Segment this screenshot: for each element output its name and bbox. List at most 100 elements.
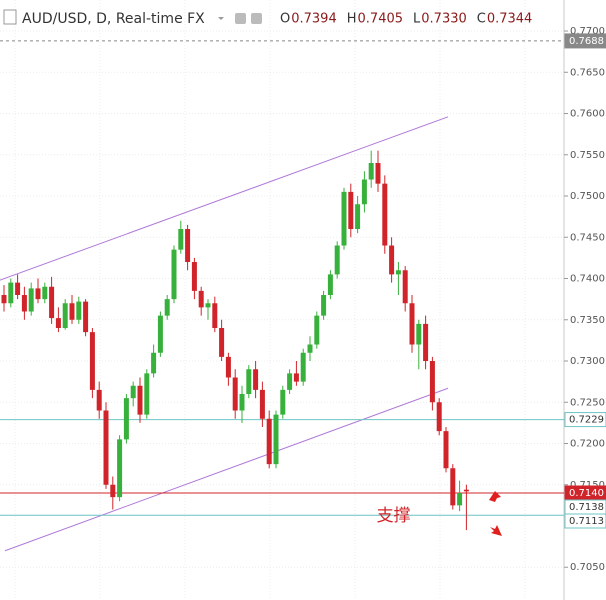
candle-body: [314, 315, 320, 345]
candle-body: [8, 282, 14, 304]
candle-body: [96, 389, 102, 411]
candle-body: [327, 274, 333, 296]
candle-body: [28, 288, 34, 312]
candle-body: [321, 295, 327, 316]
y-tick-label: 0.7650: [570, 67, 605, 78]
candle-body: [443, 431, 449, 469]
candle-body: [89, 332, 95, 390]
candle-body: [341, 191, 347, 246]
candle-body: [361, 179, 367, 205]
annotations: 支撑: [377, 491, 502, 536]
candle-body: [416, 323, 422, 345]
candle-body: [55, 318, 61, 329]
candle-body: [42, 286, 48, 300]
y-tick-label: 0.7500: [570, 191, 605, 202]
y-tick-label: 0.7400: [570, 274, 605, 285]
annotation: 支撑: [377, 506, 411, 526]
settings-icon[interactable]: [251, 13, 262, 24]
trendline: [4, 387, 449, 552]
candle-body: [157, 315, 163, 353]
ohlc-key: O: [280, 12, 290, 27]
candle-body: [49, 286, 55, 319]
candle-body: [307, 344, 313, 353]
y-tick-label: 0.7250: [570, 397, 605, 408]
y-tick-label: 0.7700: [570, 26, 605, 37]
arrow-down: [490, 525, 502, 536]
ohlc-key: H: [347, 12, 357, 27]
candle-body: [355, 204, 361, 230]
candle-body: [164, 299, 170, 316]
y-tick-label: 0.7600: [570, 109, 605, 120]
candle-body: [232, 377, 238, 411]
candle-body: [35, 288, 41, 300]
price-badge-label: 0.7229: [569, 415, 604, 426]
candle-body: [225, 356, 231, 378]
candle-body: [266, 418, 272, 465]
ohlc-key: C: [477, 12, 486, 27]
eye-icon[interactable]: [235, 13, 246, 24]
candle-body: [103, 410, 109, 485]
menu-icon[interactable]: [3, 9, 17, 25]
candle-body: [253, 369, 259, 390]
chart-title: AUD/USD, D, Real-time FX: [22, 11, 205, 27]
ohlc-value: 0.7405: [358, 12, 404, 27]
y-tick-label: 0.7550: [570, 150, 605, 161]
candle-body: [69, 303, 75, 320]
candle-body: [273, 414, 279, 465]
candle-body: [389, 245, 395, 275]
candle-body: [198, 290, 204, 308]
price-badge-label: 0.7113: [569, 516, 604, 527]
candle-body: [62, 303, 68, 329]
candle-body: [280, 389, 286, 415]
candle-body: [463, 489, 469, 492]
ohlc-key: L: [413, 12, 421, 27]
candle-body: [368, 163, 374, 180]
y-tick-label: 0.7450: [570, 232, 605, 243]
candle-body: [375, 163, 381, 184]
candle-body: [436, 402, 442, 432]
candle-body: [293, 373, 299, 382]
candle-body: [239, 394, 245, 411]
candle-body: [15, 282, 21, 296]
price-badge: [564, 513, 606, 529]
y-tick-label: 0.7300: [570, 356, 605, 367]
ohlc-value: 0.7394: [291, 12, 337, 27]
candle-body: [409, 303, 415, 345]
candle-body: [429, 361, 435, 403]
y-tick-label: 0.7200: [570, 439, 605, 450]
dropdown-icon[interactable]: [218, 17, 224, 20]
candle-body: [348, 191, 354, 230]
price-badge-label: 0.7688: [569, 36, 604, 47]
candle-body: [300, 352, 306, 382]
candle-body: [402, 270, 408, 304]
y-tick-label: 0.7050: [570, 562, 605, 573]
ohlc-value: 0.7344: [487, 12, 533, 27]
candle-body: [395, 270, 401, 275]
candle-body: [130, 385, 136, 399]
candle-body: [334, 245, 340, 275]
trendline: [0, 116, 449, 281]
candle-body: [382, 183, 388, 246]
candle-body: [117, 439, 123, 498]
candle-body: [287, 373, 293, 390]
candle-body: [151, 352, 157, 374]
candle-body: [219, 328, 225, 357]
candle-body: [123, 398, 129, 440]
candle-body: [1, 295, 7, 304]
candle-body: [450, 468, 456, 506]
candle-body: [246, 369, 252, 395]
candle-body: [423, 323, 429, 362]
arrow-up: [489, 491, 501, 502]
ohlc-value: 0.7330: [421, 12, 467, 27]
candle-body: [137, 385, 143, 415]
candle-body: [205, 303, 211, 308]
candle-body: [259, 389, 265, 419]
grid: [0, 0, 564, 600]
candle-body: [191, 262, 197, 291]
candle-body: [76, 301, 82, 320]
y-tick-label: 0.7150: [570, 480, 605, 491]
price-axis: 0.7700 0.7650 0.7600 0.7550 0.7500 0.7450 0.74…: [564, 26, 606, 573]
candle-body: [110, 484, 116, 498]
candle-body: [83, 301, 89, 333]
